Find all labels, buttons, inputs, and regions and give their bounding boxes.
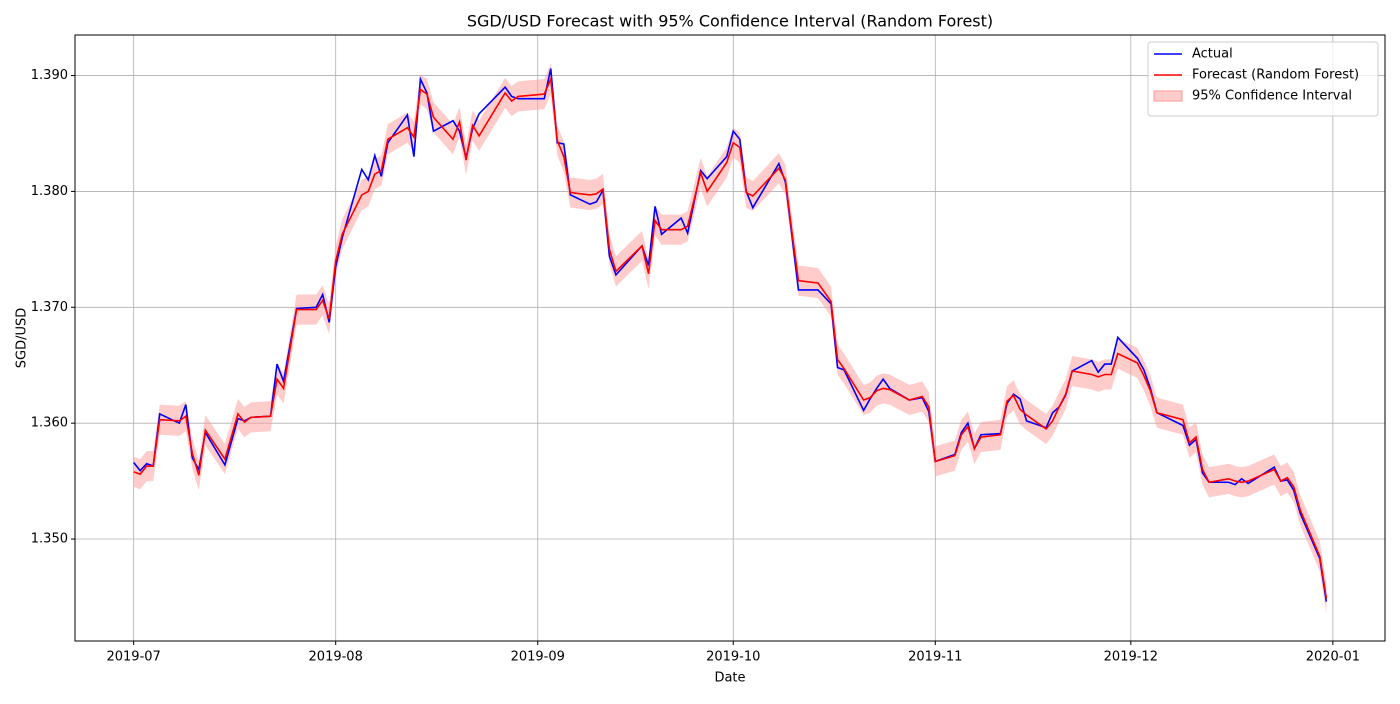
x-tick-label: 2019-09 bbox=[511, 650, 565, 665]
x-tick-label: 2020-01 bbox=[1306, 650, 1360, 665]
y-tick-label: 1.360 bbox=[31, 416, 68, 431]
x-tick-label: 2019-10 bbox=[706, 650, 760, 665]
legend-label: Actual bbox=[1192, 47, 1233, 62]
chart-title: SGD/USD Forecast with 95% Confidence Int… bbox=[467, 12, 993, 31]
x-tick-label: 2019-11 bbox=[908, 650, 962, 665]
y-tick-label: 1.370 bbox=[31, 300, 68, 315]
legend-frame bbox=[1147, 41, 1379, 117]
x-tick-label: 2019-07 bbox=[106, 650, 160, 665]
x-axis-label: Date bbox=[714, 671, 745, 686]
legend-label: Forecast (Random Forest) bbox=[1192, 68, 1359, 83]
legend-swatch bbox=[1153, 90, 1183, 102]
x-tick-label: 2019-08 bbox=[309, 650, 363, 665]
y-tick-label: 1.390 bbox=[31, 68, 68, 83]
x-tick-label: 2019-12 bbox=[1104, 650, 1158, 665]
legend-label: 95% Confidence Interval bbox=[1192, 89, 1352, 104]
legend: Actual Forecast (Random Forest) 95% Confid… bbox=[1147, 41, 1379, 117]
series-line bbox=[133, 68, 1328, 602]
y-tick-label: 1.350 bbox=[31, 532, 68, 547]
y-tick-label: 1.380 bbox=[31, 184, 68, 199]
y-axis-label: SGD/USD bbox=[15, 308, 30, 369]
series-line bbox=[133, 75, 1328, 599]
plot-frame bbox=[74, 34, 1386, 642]
